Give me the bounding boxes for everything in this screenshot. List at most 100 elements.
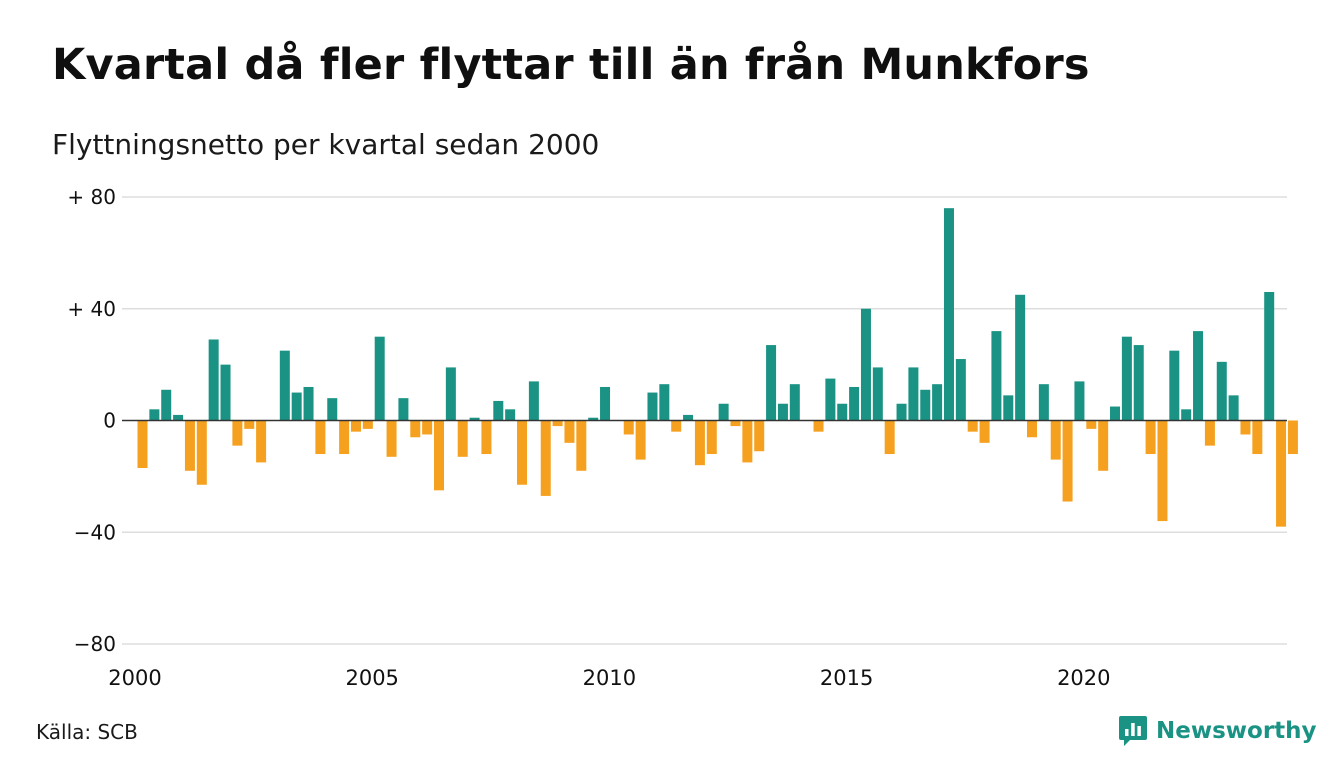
bar — [220, 364, 231, 421]
bar — [1110, 406, 1121, 421]
x-tick-label: 2005 — [345, 666, 398, 690]
bar — [445, 367, 456, 421]
bar — [1240, 420, 1251, 435]
brand-name: Newsworthy — [1156, 718, 1317, 744]
bar — [1157, 420, 1168, 522]
bar — [1276, 420, 1287, 527]
bar — [410, 420, 421, 438]
bar — [860, 308, 871, 421]
bar — [1252, 420, 1263, 455]
bar-chart-logo-icon — [1119, 716, 1147, 746]
bar — [943, 208, 954, 421]
bar — [327, 398, 338, 421]
bar — [1098, 420, 1109, 471]
bar — [398, 398, 409, 421]
bar — [955, 359, 966, 421]
bar — [422, 420, 433, 435]
bar — [1181, 409, 1192, 421]
bar-chart: + 80 + 40 0 −40 −80 2000 2005 2010 2015 2020 — [67, 185, 1298, 690]
y-axis-tick-labels: + 80 + 40 0 −40 −80 — [67, 185, 116, 656]
bar — [576, 420, 587, 471]
bar — [872, 367, 883, 421]
bar — [849, 386, 860, 421]
bar — [647, 392, 658, 421]
source-note: Källa: SCB — [36, 720, 138, 744]
gridlines — [122, 196, 1287, 645]
bar — [339, 420, 350, 455]
bar — [196, 420, 207, 485]
bar — [908, 367, 919, 421]
bar — [469, 417, 480, 421]
bar — [706, 420, 717, 455]
y-tick-label: −80 — [74, 632, 116, 656]
bar — [659, 384, 670, 421]
bar — [754, 420, 765, 452]
bar — [1264, 291, 1275, 421]
bar — [528, 381, 539, 421]
bar — [564, 420, 575, 443]
bar — [766, 345, 777, 421]
bar — [315, 420, 326, 455]
bar — [730, 420, 741, 427]
x-tick-label: 2010 — [583, 666, 636, 690]
y-tick-label: + 80 — [67, 185, 116, 209]
bar — [683, 414, 694, 421]
bar — [1062, 420, 1073, 502]
bar — [635, 420, 646, 460]
chart-title: Kvartal då fler flyttar till än från Mun… — [52, 40, 1090, 90]
bar — [374, 336, 385, 421]
bar — [896, 403, 907, 421]
bar — [362, 420, 373, 429]
y-tick-label: −40 — [74, 520, 116, 544]
brand-logo: Newsworthy — [1118, 714, 1317, 748]
y-tick-label: + 40 — [67, 297, 116, 321]
x-tick-label: 2015 — [820, 666, 873, 690]
bar — [588, 417, 599, 421]
bar — [1193, 331, 1204, 421]
bar — [1287, 420, 1298, 455]
bar — [540, 420, 551, 496]
bar — [386, 420, 397, 457]
x-axis-tick-labels: 2000 2005 2010 2015 2020 — [108, 666, 1110, 690]
bar — [1145, 420, 1156, 455]
bar — [161, 389, 172, 421]
bar — [671, 420, 682, 432]
bar — [932, 384, 943, 421]
bar — [517, 420, 528, 485]
bar — [1133, 345, 1144, 421]
bar — [979, 420, 990, 443]
bar — [1038, 384, 1049, 421]
bar — [434, 420, 444, 491]
bars — [137, 208, 1298, 527]
bar — [244, 420, 255, 429]
bar — [350, 420, 361, 432]
bar — [1003, 395, 1014, 421]
bar — [1074, 381, 1085, 421]
bar — [694, 420, 705, 466]
bar — [718, 403, 729, 421]
bar — [137, 420, 148, 468]
bar — [1086, 420, 1097, 429]
bar — [623, 420, 634, 435]
bar — [256, 420, 267, 463]
bar — [505, 409, 516, 421]
bar — [967, 420, 978, 432]
bar — [457, 420, 468, 457]
bar — [279, 350, 290, 421]
bar — [813, 420, 824, 432]
bar — [1027, 420, 1037, 438]
chart-subtitle: Flyttningsnetto per kvartal sedan 2000 — [52, 128, 600, 161]
bar — [291, 392, 302, 421]
bar — [481, 420, 492, 455]
bar — [789, 384, 800, 421]
bar — [837, 403, 848, 421]
x-tick-label: 2000 — [108, 666, 161, 690]
bar — [1121, 336, 1132, 421]
bar — [884, 420, 895, 455]
bar — [1204, 420, 1215, 446]
bar — [920, 389, 931, 421]
bar — [149, 409, 160, 421]
bar — [1015, 294, 1026, 421]
bar — [1228, 395, 1239, 421]
bar — [493, 400, 504, 421]
